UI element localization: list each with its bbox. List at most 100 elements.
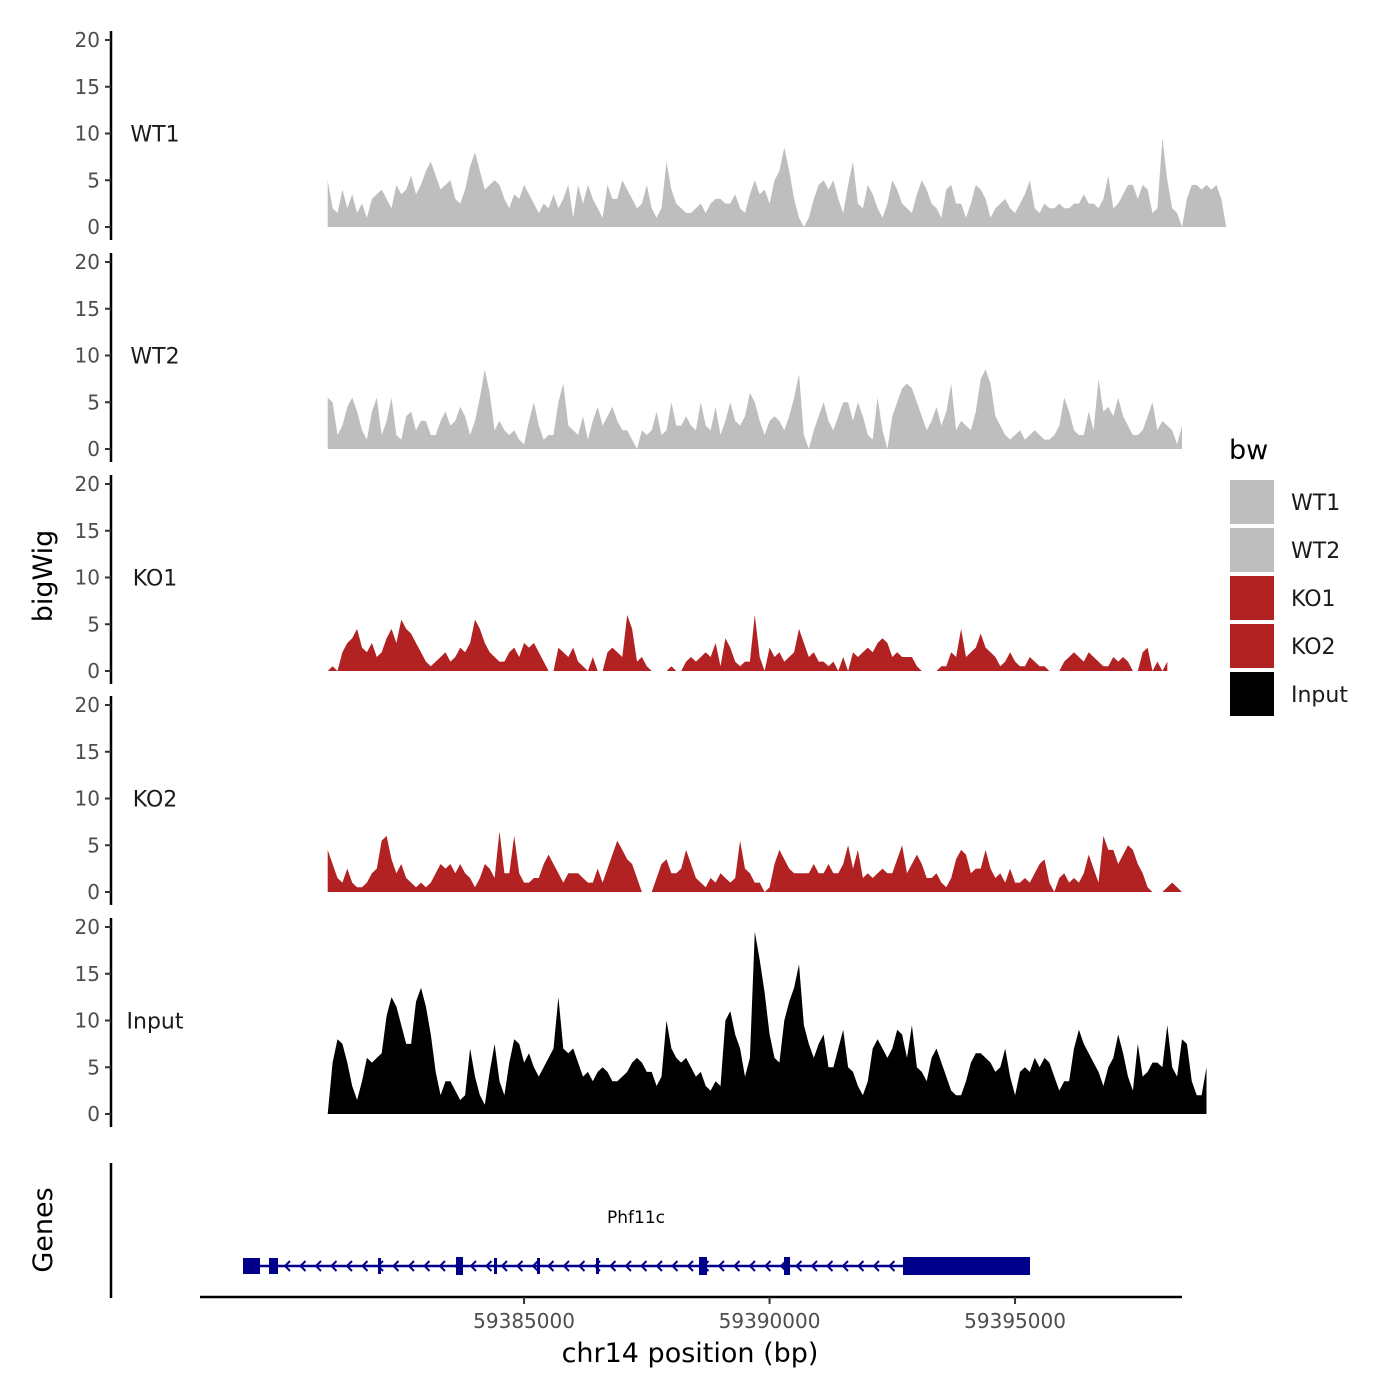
legend-label-input: Input xyxy=(1291,683,1348,708)
signal-area-ko1 xyxy=(327,666,338,671)
track-label: KO2 xyxy=(133,788,178,813)
gene-exon xyxy=(456,1257,463,1275)
y-tick-label: 20 xyxy=(75,28,100,52)
gene-exon xyxy=(494,1258,497,1274)
signal-area-ko1 xyxy=(764,628,839,671)
legend-swatch-ko1 xyxy=(1230,576,1274,620)
y-tick-label: 5 xyxy=(87,833,100,857)
strand-arrow xyxy=(609,1260,617,1272)
strand-arrow xyxy=(438,1260,446,1272)
y-tick-label: 5 xyxy=(87,1055,100,1079)
signal-area-wt2 xyxy=(637,374,809,449)
strand-arrow xyxy=(733,1260,741,1272)
signal-area-ko1 xyxy=(936,628,1050,671)
signal-area-ko1 xyxy=(1152,661,1163,671)
y-tick-label: 15 xyxy=(75,297,100,321)
y-tick-label: 15 xyxy=(75,962,100,986)
strand-arrow xyxy=(314,1260,322,1272)
gene-panel: Genes Phf11c xyxy=(28,1163,1030,1298)
signal-area-ko1 xyxy=(681,614,765,671)
signal-area-ko1 xyxy=(587,657,598,671)
track-label: Input xyxy=(127,1010,184,1035)
y-tick-label: 10 xyxy=(75,122,100,146)
track-input: 0 5 10 15 20 Input xyxy=(75,915,1207,1127)
legend-swatch-ko2 xyxy=(1230,624,1274,668)
gene-exon xyxy=(596,1258,599,1274)
gene-name-label: Phf11c xyxy=(607,1208,665,1228)
genes-axis-title: Genes xyxy=(28,1187,59,1272)
signal-area-ko1 xyxy=(337,619,549,671)
y-tick-label: 20 xyxy=(75,472,100,496)
strand-arrow xyxy=(795,1260,803,1272)
y-tick-label: 15 xyxy=(75,740,100,764)
signal-area-wt2 xyxy=(808,397,888,449)
strand-arrow xyxy=(407,1260,415,1272)
strand-arrow xyxy=(779,1260,787,1272)
strand-arrow xyxy=(872,1260,880,1272)
strand-arrow xyxy=(671,1260,679,1272)
signal-area-ko1 xyxy=(1137,647,1153,671)
strand-arrow xyxy=(345,1260,353,1272)
y-tick-label: 10 xyxy=(75,787,100,811)
y-tick-label: 15 xyxy=(75,519,100,543)
gene-exon xyxy=(784,1257,790,1275)
x-axis: 59385000 59390000 59395000 chr14 position … xyxy=(200,1295,1182,1369)
signal-area-ko1 xyxy=(1162,661,1168,671)
signal-area-wt2 xyxy=(887,369,1182,449)
strand-arrow xyxy=(764,1260,772,1272)
signal-area-ko2 xyxy=(651,840,765,892)
gene-exon xyxy=(269,1258,278,1274)
strand-arrow xyxy=(547,1260,555,1272)
strand-arrow xyxy=(392,1260,400,1272)
legend-label-ko2: KO2 xyxy=(1291,635,1336,660)
track-ko1: 0 5 10 15 20 KO1 xyxy=(75,472,1168,684)
y-tick-label: 20 xyxy=(75,693,100,717)
strand-arrow xyxy=(562,1260,570,1272)
strand-arrow xyxy=(283,1260,291,1272)
strand-arrow xyxy=(810,1260,818,1272)
strand-arrow xyxy=(500,1260,508,1272)
strand-arrow xyxy=(485,1260,493,1272)
strand-arrow xyxy=(640,1260,648,1272)
y-tick-label: 15 xyxy=(75,75,100,99)
y-tick-label: 0 xyxy=(87,659,100,683)
y-tick-label: 5 xyxy=(87,390,100,414)
strand-arrow xyxy=(717,1260,725,1272)
signal-area-wt2 xyxy=(327,369,637,449)
strand-arrow xyxy=(423,1260,431,1272)
x-ticks: 59385000 59390000 59395000 xyxy=(473,1297,1066,1333)
track-wt1: 0 5 10 15 20 WT1 xyxy=(75,28,1227,240)
y-axis-title: bigWig xyxy=(28,530,59,623)
y-tick-label: 10 xyxy=(75,566,100,590)
y-tick-label: 20 xyxy=(75,915,100,939)
x-tick-label: 59395000 xyxy=(964,1309,1066,1333)
gene-exon xyxy=(537,1258,540,1274)
strand-arrow xyxy=(857,1260,865,1272)
strand-arrow xyxy=(593,1260,601,1272)
signal-area-ko2 xyxy=(764,845,1055,892)
track-label: WT2 xyxy=(130,345,179,370)
legend: bw WT1 WT2 KO1 KO2 Input xyxy=(1229,435,1348,716)
strand-arrow xyxy=(748,1260,756,1272)
strand-arrow xyxy=(376,1260,384,1272)
signal-area-wt1 xyxy=(1182,184,1227,227)
gene-model-phf11c[interactable] xyxy=(243,1257,1030,1275)
signal-area-ko2 xyxy=(327,831,642,892)
strand-arrow xyxy=(826,1260,834,1272)
track-ko2: 0 5 10 15 20 KO2 xyxy=(75,693,1182,905)
strand-arrow xyxy=(531,1260,539,1272)
strand-arrow xyxy=(702,1260,710,1272)
signal-area-ko1 xyxy=(848,638,922,671)
legend-label-wt2: WT2 xyxy=(1291,539,1340,564)
x-tick-label: 59390000 xyxy=(719,1309,821,1333)
strand-arrow xyxy=(655,1260,663,1272)
legend-title: bw xyxy=(1229,435,1268,466)
strand-arrow xyxy=(841,1260,849,1272)
y-tick-label: 0 xyxy=(87,1102,100,1126)
signal-area-ko1 xyxy=(838,657,849,671)
signal-area-wt1 xyxy=(327,147,804,227)
signal-area-ko1 xyxy=(553,647,588,671)
signal-area-wt1 xyxy=(803,138,1182,227)
gene-exon xyxy=(378,1258,381,1274)
